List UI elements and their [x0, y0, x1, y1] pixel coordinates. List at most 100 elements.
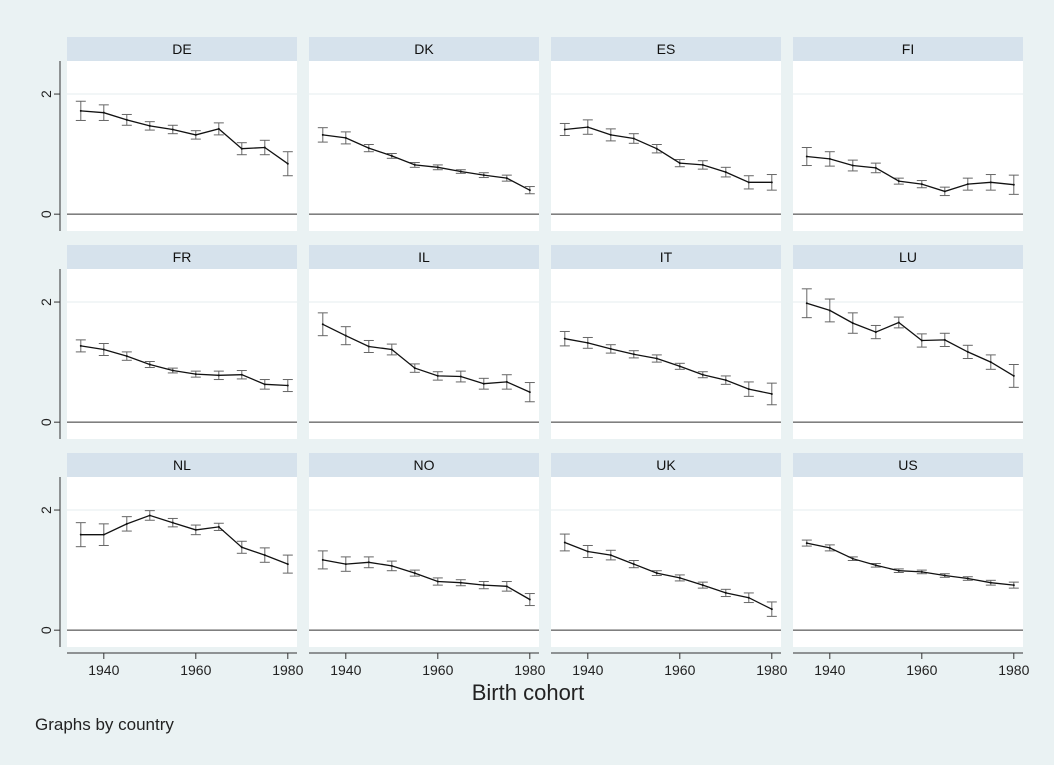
data-point — [874, 331, 877, 334]
data-point — [747, 388, 750, 391]
series-line — [322, 559, 531, 601]
data-point — [920, 183, 923, 186]
panel-title: FI — [902, 41, 914, 57]
x-tick-label: 1980 — [272, 662, 303, 678]
data-point — [344, 563, 347, 566]
data-point — [770, 392, 773, 395]
data-point — [413, 572, 416, 575]
data-point — [217, 374, 220, 377]
series-line — [564, 126, 772, 183]
panel-es: ES — [551, 37, 781, 231]
data-point — [943, 338, 946, 341]
data-point — [632, 137, 635, 140]
panel-title: DE — [172, 41, 191, 57]
plot-area — [793, 61, 1023, 231]
data-point — [367, 345, 370, 348]
series-line — [806, 155, 1014, 193]
data-point — [563, 128, 566, 131]
panel-title: DK — [414, 41, 434, 57]
data-point — [701, 373, 704, 376]
data-point — [367, 147, 370, 150]
panel-strip — [793, 37, 1023, 61]
panel-title: ES — [657, 41, 676, 57]
series-line — [80, 110, 289, 165]
panel-strip — [309, 37, 539, 61]
panel-strip — [309, 245, 539, 269]
data-point — [851, 557, 854, 560]
plot-area — [793, 477, 1023, 647]
data-point — [79, 344, 82, 347]
data-point — [897, 321, 900, 324]
plot-area — [551, 61, 781, 231]
panel-fr: FR — [67, 245, 297, 439]
data-point — [609, 133, 612, 136]
data-point — [828, 157, 831, 160]
data-point — [148, 363, 151, 366]
data-point — [102, 348, 105, 351]
data-point — [79, 109, 82, 112]
data-point — [632, 563, 635, 566]
data-point — [528, 598, 531, 601]
y-tick-label: 0 — [38, 210, 54, 218]
plot-area — [67, 61, 297, 231]
data-point — [528, 391, 531, 394]
panel-nl: NL — [67, 453, 297, 647]
data-point — [678, 576, 681, 579]
data-point — [482, 382, 485, 385]
data-point — [897, 569, 900, 572]
data-point — [286, 162, 289, 165]
data-point — [286, 563, 289, 566]
series-line — [806, 542, 1014, 586]
series-line — [322, 134, 531, 191]
data-point — [240, 147, 243, 150]
data-point — [171, 369, 174, 372]
data-point — [805, 155, 808, 158]
data-point — [148, 124, 151, 127]
data-point — [609, 554, 612, 557]
panel-title: NL — [173, 457, 191, 473]
data-point — [321, 558, 324, 561]
panel-strip — [793, 245, 1023, 269]
data-point — [966, 183, 969, 186]
data-point — [482, 174, 485, 177]
y-tick-label: 0 — [38, 626, 54, 634]
data-point — [344, 136, 347, 139]
panel-strip — [67, 37, 297, 61]
data-point — [436, 374, 439, 377]
panel-strip — [551, 37, 781, 61]
data-point — [851, 322, 854, 325]
plot-area — [67, 269, 297, 439]
data-point — [563, 337, 566, 340]
data-point — [609, 347, 612, 350]
data-point — [920, 339, 923, 342]
plot-area — [551, 477, 781, 647]
data-point — [217, 127, 220, 130]
data-point — [367, 561, 370, 564]
panel-title: IL — [418, 249, 430, 265]
data-point — [655, 147, 658, 150]
shared-axes: 0 2 0 2 0 2 1940 1960 1980 1940 1960 1980 1940 1960 19… — [38, 61, 1030, 678]
plot-area — [309, 61, 539, 231]
data-point — [505, 380, 508, 383]
data-point — [482, 584, 485, 587]
data-point — [286, 384, 289, 387]
data-point — [459, 375, 462, 378]
y-tick-label: 0 — [38, 418, 54, 426]
data-point — [528, 189, 531, 192]
data-point — [390, 348, 393, 351]
panel-us: US — [793, 453, 1023, 647]
x-tick-label: 1940 — [330, 662, 361, 678]
panel-title: UK — [656, 457, 676, 473]
data-point — [828, 309, 831, 312]
data-point — [943, 190, 946, 193]
data-point — [897, 180, 900, 183]
data-point — [413, 163, 416, 166]
series-line — [322, 323, 531, 393]
data-point — [1012, 183, 1015, 186]
data-point — [125, 522, 128, 525]
data-point — [194, 373, 197, 376]
x-tick-label: 1960 — [422, 662, 453, 678]
data-point — [240, 373, 243, 376]
data-point — [1012, 584, 1015, 587]
